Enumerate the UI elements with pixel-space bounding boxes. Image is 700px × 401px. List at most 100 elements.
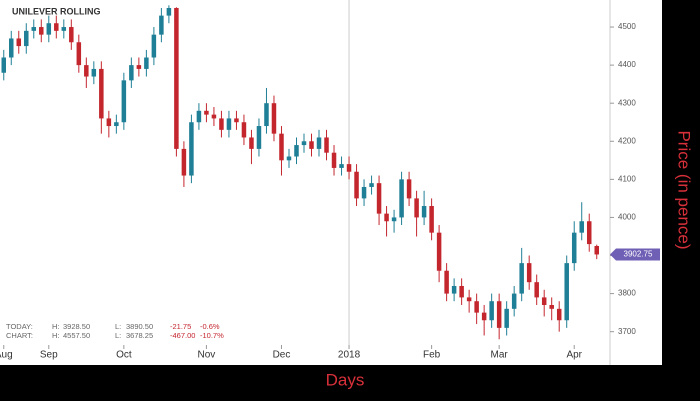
info-text: CHART: — [6, 331, 33, 340]
candle-body — [556, 308, 562, 321]
candle-body — [31, 27, 37, 31]
candle-body — [361, 186, 367, 199]
candle-body — [174, 7, 179, 149]
candle-body — [279, 133, 284, 161]
y-tick-label: 4500 — [618, 22, 636, 31]
candle-body — [354, 171, 359, 199]
info-text: L: — [115, 322, 121, 331]
candle-body — [39, 27, 44, 35]
y-tick-label: 3800 — [618, 289, 636, 298]
info-text: -10.7% — [200, 331, 224, 340]
y-tick-label: 4200 — [618, 136, 636, 145]
candle-body — [564, 263, 569, 321]
info-text: -21.75 — [170, 322, 191, 331]
candle-body — [144, 57, 149, 69]
candle-body — [76, 42, 82, 66]
last-price-label: 3902.75 — [624, 250, 653, 259]
candle-body — [136, 65, 142, 69]
candle-body — [331, 152, 337, 168]
candle-body — [91, 68, 97, 77]
candle-body — [159, 15, 164, 35]
candle-body — [579, 221, 584, 233]
candle-body — [316, 137, 322, 149]
candle-body — [121, 80, 127, 123]
info-text: H: — [52, 331, 60, 340]
x-tick-label: 2018 — [338, 350, 361, 361]
y-tick-label: 4400 — [618, 60, 636, 69]
candle-body — [24, 30, 29, 47]
candle-body — [466, 297, 472, 302]
y-tick-label: 4000 — [618, 213, 636, 222]
candle-body — [324, 137, 329, 153]
candle-body — [444, 270, 449, 294]
y-tick-label: 4300 — [618, 98, 636, 107]
x-tick-label: Mar — [491, 350, 509, 361]
candle-body — [489, 301, 494, 321]
x-tick-label: Nov — [198, 350, 216, 361]
candle-body — [1, 57, 7, 73]
candle-body — [294, 145, 299, 157]
candle-body — [451, 285, 457, 294]
candle-body — [339, 164, 344, 168]
x-tick-label: Sep — [40, 350, 58, 361]
y-tick-label: 4100 — [618, 174, 636, 183]
candle-body — [406, 179, 412, 199]
x-tick-label: Apr — [566, 350, 582, 361]
candle-body — [61, 27, 67, 31]
candle-body — [436, 232, 442, 271]
info-text: L: — [115, 331, 121, 340]
y-tick-label: 3700 — [618, 327, 636, 336]
candle-body — [301, 141, 307, 146]
x-tick-label: Aug — [0, 350, 13, 361]
candle-body — [414, 198, 419, 218]
candle-body — [204, 110, 209, 115]
candle-body — [459, 285, 464, 298]
candle-body — [256, 126, 262, 149]
candle-body — [594, 245, 599, 255]
candle-body — [271, 103, 277, 134]
candle-body — [219, 118, 224, 130]
candle-body — [309, 141, 314, 149]
candle-body — [519, 263, 524, 294]
x-tick-label: Oct — [116, 350, 132, 361]
candle-body — [511, 293, 517, 309]
candle-body — [429, 206, 434, 233]
candle-body — [571, 232, 577, 264]
candle-body — [16, 38, 22, 47]
candle-body — [534, 282, 539, 298]
info-text: 4557.50 — [63, 331, 90, 340]
info-text: -467.00 — [170, 331, 195, 340]
candle-body — [496, 301, 502, 328]
candle-body — [211, 114, 217, 119]
candle-body — [54, 23, 59, 31]
candle-body — [151, 34, 157, 58]
info-text: H: — [52, 322, 60, 331]
info-text: -0.6% — [200, 322, 220, 331]
candle-body — [84, 65, 89, 77]
candle-body — [114, 122, 119, 127]
candle-body — [369, 183, 374, 187]
candle-body — [286, 156, 292, 161]
chart-title: UNILEVER ROLLING — [12, 6, 101, 16]
candle-body — [9, 38, 14, 58]
candle-body — [541, 297, 547, 306]
info-text: 3890.50 — [126, 322, 153, 331]
y-axis-title: Price (in pence) — [675, 130, 694, 249]
candle-body — [241, 122, 247, 138]
last-price-tag — [610, 248, 660, 261]
candle-body — [421, 206, 427, 218]
candle-body — [189, 122, 194, 176]
candle-body — [391, 217, 397, 222]
candle-body — [376, 183, 382, 214]
candle-body — [549, 305, 554, 309]
candle-body — [346, 164, 352, 172]
candle-body — [526, 263, 532, 283]
x-tick-label: Feb — [423, 350, 441, 361]
x-axis-title: Days — [326, 370, 365, 389]
candle-body — [504, 308, 509, 328]
candle-body — [181, 148, 187, 176]
candle-body — [166, 7, 172, 16]
candle-body — [234, 118, 239, 123]
candle-body — [399, 179, 404, 218]
candle-body — [129, 65, 134, 81]
